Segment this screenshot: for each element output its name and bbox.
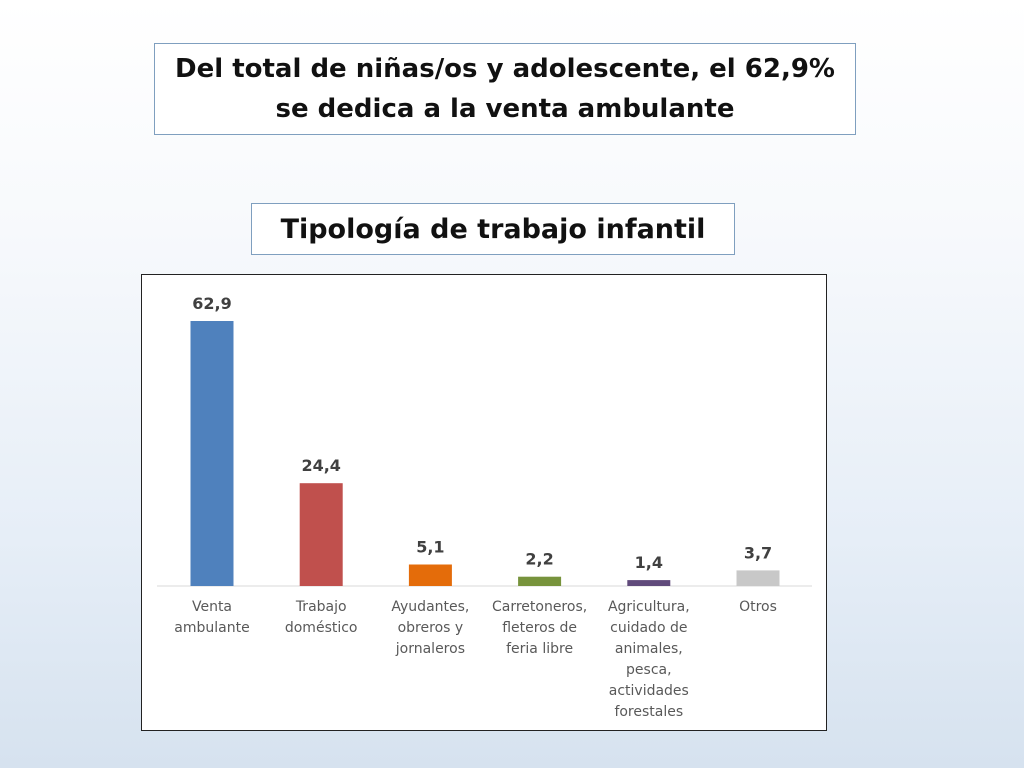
- category-label: Ayudantes, obreros y jornaleros: [391, 599, 470, 657]
- bar-value-label: 1,4: [635, 553, 663, 572]
- category-label: Venta ambulante: [174, 599, 250, 636]
- bar-3: [408, 564, 452, 586]
- bar-1: [190, 321, 234, 586]
- chart-title-box: Tipología de trabajo infantil: [251, 203, 735, 255]
- category-label: Agricultura, cuidado de animales, pesca,…: [607, 599, 690, 720]
- bar-5: [627, 580, 671, 586]
- bar-4: [518, 576, 562, 586]
- category-label: Otros: [739, 599, 777, 615]
- chart-title: Tipología de trabajo infantil: [280, 213, 706, 245]
- bar-value-label: 3,7: [744, 543, 772, 562]
- bar-value-label: 5,1: [416, 538, 444, 557]
- category-label: Carretoneros, fleteros de feria libre: [491, 599, 588, 657]
- chart-area: 62,9 24,4 5,1 2,2 1,4 3,7 Venta ambulante Trab…: [141, 274, 827, 731]
- bar-6: [736, 570, 780, 586]
- headline-box: Del total de niñas/os y adolescente, el …: [154, 43, 856, 135]
- category-label: Trabajo doméstico: [284, 599, 358, 636]
- bar-value-label: 62,9: [192, 294, 231, 313]
- bar-value-label: 2,2: [525, 550, 553, 569]
- bar-2: [299, 483, 343, 586]
- bar-chart: 62,9 24,4 5,1 2,2 1,4 3,7: [157, 294, 812, 587]
- headline-text: Del total de niñas/os y adolescente, el …: [175, 54, 835, 124]
- bar-value-label: 24,4: [301, 456, 340, 475]
